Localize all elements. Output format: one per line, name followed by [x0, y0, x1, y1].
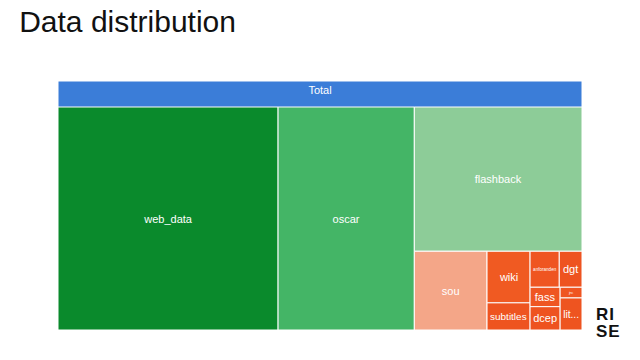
svg-text:wiki: wiki: [499, 271, 518, 283]
svg-text:flashback: flashback: [475, 173, 522, 185]
html-text:RI: RI: [596, 305, 615, 324]
svg-text:lit...: lit...: [563, 309, 579, 320]
svg-text:sou: sou: [442, 285, 460, 297]
svg-text:dcep: dcep: [533, 312, 557, 324]
svg-text:anforanden: anforanden: [533, 267, 557, 272]
svg-text:jrc: jrc: [568, 290, 574, 295]
svg-text:Total: Total: [308, 84, 331, 96]
html-text:SE: SE: [596, 322, 621, 341]
svg-text:Data distribution: Data distribution: [19, 5, 236, 38]
svg-text:oscar: oscar: [333, 213, 360, 225]
svg-text:fass: fass: [535, 291, 556, 303]
svg-text:dgt: dgt: [563, 263, 578, 275]
svg-text:subtitles: subtitles: [490, 311, 527, 322]
svg-text:web_data: web_data: [143, 213, 193, 225]
